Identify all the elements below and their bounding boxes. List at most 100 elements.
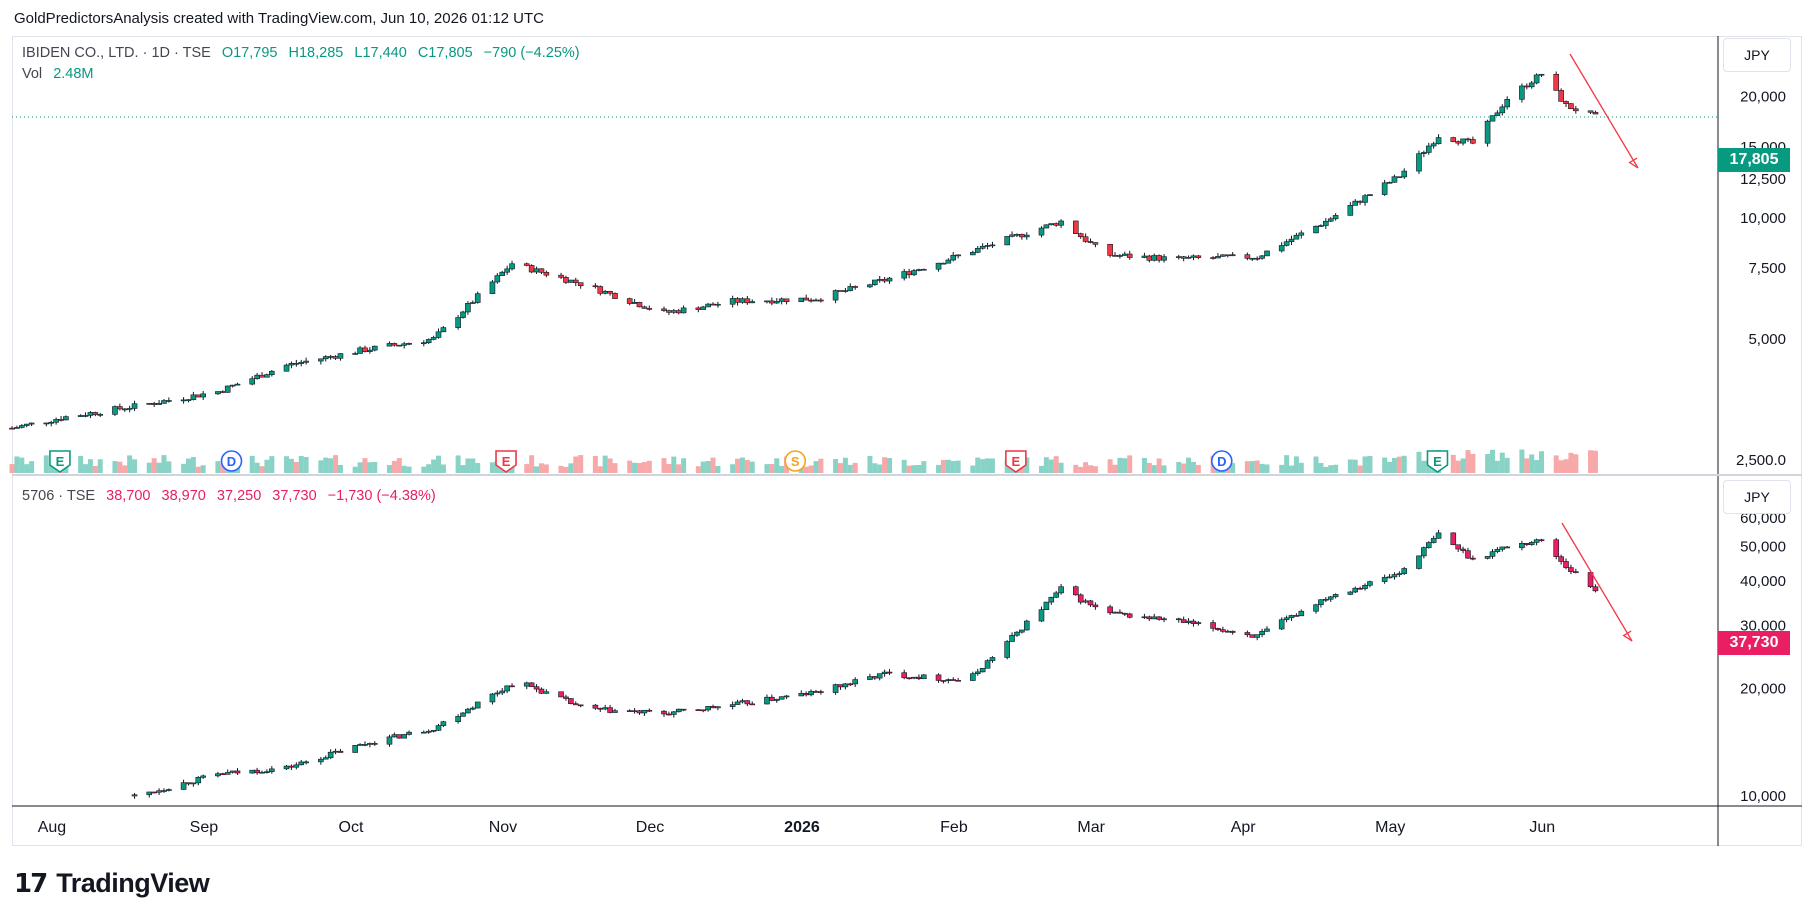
candle-body <box>680 708 687 711</box>
event-icon-label: D <box>1217 454 1226 469</box>
volume-bar <box>1465 450 1471 473</box>
volume-bar <box>916 465 922 473</box>
candle-body <box>671 711 677 715</box>
pane1-last-price-tag: 17,805 <box>1718 148 1790 172</box>
candle-body <box>563 696 569 699</box>
candle-body <box>538 268 545 273</box>
candle-body <box>200 775 206 778</box>
candle-body <box>1293 615 1300 617</box>
pane2-currency-button[interactable]: JPY <box>1723 480 1791 514</box>
candle-body <box>852 679 858 685</box>
volume-bar <box>769 464 775 473</box>
event-shield <box>49 450 71 473</box>
candle-body <box>729 704 736 707</box>
volume-bar <box>264 459 270 473</box>
pane1-y-tick-label: 12,500 <box>1740 171 1786 188</box>
volume-bar <box>1352 459 1358 473</box>
pane1-down-arrow <box>1569 53 1639 169</box>
volume-bar <box>538 463 544 473</box>
candle-body <box>734 298 741 303</box>
volume-bar <box>1279 464 1285 473</box>
candle-body <box>337 750 344 753</box>
candle-body <box>489 281 496 294</box>
candle-body <box>200 393 206 398</box>
candle-body <box>249 378 256 385</box>
candle-body <box>1558 556 1564 562</box>
candle-body <box>1347 205 1354 216</box>
volume-bar <box>1264 464 1270 473</box>
candle-body <box>1533 74 1540 84</box>
x-tick-label: Nov <box>489 819 517 836</box>
candle-body <box>1553 539 1560 557</box>
volume-bar <box>1230 463 1236 473</box>
candle-body <box>146 403 153 405</box>
volume-bar <box>872 463 878 473</box>
candle-body <box>626 298 633 304</box>
candle-body <box>1107 244 1113 256</box>
candle-body <box>293 764 300 768</box>
candle-body <box>1161 256 1167 261</box>
candle-body <box>1141 255 1148 258</box>
candle-body <box>921 674 927 680</box>
candle-body <box>509 263 515 270</box>
candle-body <box>1058 220 1064 226</box>
chart-frame <box>12 36 1802 846</box>
pane2-last-price-tag: 37,730 <box>1718 631 1790 655</box>
pane1-high: H18,285 <box>288 45 344 61</box>
candle-body <box>1195 622 1202 624</box>
candle-body <box>391 734 398 738</box>
volume-bar <box>455 455 461 473</box>
candle-body <box>543 272 550 276</box>
candle-body <box>293 362 300 365</box>
event-marker-earnings-up: E <box>49 450 71 473</box>
candle-body <box>1592 111 1599 115</box>
candle-body <box>1470 557 1476 560</box>
volume-bar <box>739 457 745 473</box>
candle-body <box>131 403 138 409</box>
x-tick-label: Dec <box>636 819 664 836</box>
volume-bar <box>1588 450 1594 473</box>
candle-body <box>1043 601 1050 610</box>
candle-body <box>1533 539 1540 543</box>
candle-body <box>234 383 241 386</box>
candle-body <box>1391 176 1398 183</box>
candle-body <box>597 707 604 710</box>
event-marker-dividend: D <box>220 450 243 472</box>
candle-body <box>852 286 858 288</box>
candle-body <box>430 730 437 732</box>
candle-body <box>322 757 329 760</box>
volume-bar <box>818 458 824 473</box>
candle-body <box>842 290 849 292</box>
candle-body <box>420 342 427 345</box>
candle-body <box>499 271 506 276</box>
volume-bar <box>700 461 706 473</box>
tradingview-logo[interactable]: 17 TradingView <box>14 868 210 899</box>
candle-body <box>970 673 976 681</box>
candle-body <box>1298 232 1305 236</box>
candle-body <box>1004 641 1010 658</box>
candle-body <box>1528 82 1535 88</box>
candle-body <box>867 676 873 680</box>
candle-body <box>161 790 167 792</box>
volume-bar <box>156 462 162 473</box>
candle-body <box>19 425 25 428</box>
volume-bar <box>705 461 711 473</box>
pane1-currency-button[interactable]: JPY <box>1723 38 1791 72</box>
candle-body <box>1465 138 1471 141</box>
tradingview-logo-icon: 17 <box>14 868 48 899</box>
candle-body <box>1210 622 1216 629</box>
candle-body <box>813 691 819 693</box>
candle-body <box>1396 573 1403 575</box>
candle-body <box>1524 542 1530 545</box>
candle-body <box>1112 611 1118 614</box>
candle-body <box>362 744 368 746</box>
pane1-legend: IBIDEN CO., LTD. · 1D · TSE O17,795 H18,… <box>22 45 587 61</box>
candle-body <box>872 279 878 286</box>
candle-body <box>1288 615 1295 619</box>
volume-bar <box>1539 451 1545 473</box>
volume-bar <box>122 465 128 473</box>
event-marker-dividend: D <box>1210 450 1233 472</box>
candle-body <box>1401 170 1408 178</box>
volume-bar <box>695 466 701 473</box>
